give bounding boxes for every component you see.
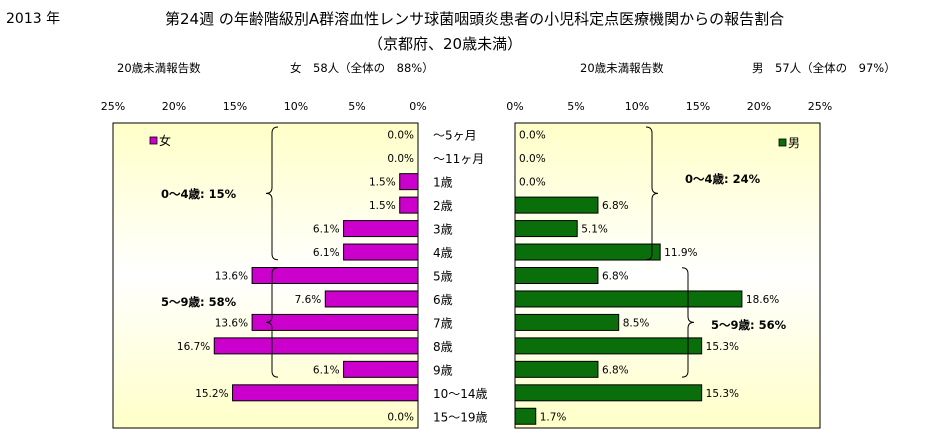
male-axis-tick-label: 25%: [808, 100, 832, 113]
male-5-9-brace: [681, 267, 695, 378]
female-legend-swatch: [149, 136, 158, 145]
female-data-label: 0.0%: [387, 411, 414, 423]
female-axis-tick-label: 15%: [223, 100, 247, 113]
female-0-4-brace: [265, 126, 279, 261]
female-data-label: 1.5%: [369, 200, 396, 212]
male-bar: [514, 220, 578, 238]
category-label: 9歳: [433, 363, 453, 377]
female-data-label: 6.1%: [313, 364, 340, 376]
male-data-label: 11.9%: [664, 247, 697, 259]
category-label: 3歳: [433, 223, 453, 237]
female-bar: [251, 313, 419, 331]
female-bar: [343, 243, 419, 261]
male-axis-tick-label: 20%: [747, 100, 771, 113]
female-axis-tick-label: 0%: [409, 100, 426, 113]
female-axis-tick-label: 25%: [101, 100, 125, 113]
female-bar: [343, 360, 419, 378]
male-bar: [514, 337, 703, 355]
male-data-label: 0.0%: [519, 153, 546, 165]
category-label: 15～19歳: [433, 410, 488, 424]
female-data-label: 15.2%: [195, 388, 228, 400]
male-data-label: 1.7%: [540, 411, 567, 423]
male-data-label: 6.8%: [602, 364, 629, 376]
female-data-label: 16.7%: [177, 341, 210, 353]
category-label: 10～14歳: [433, 387, 488, 401]
male-legend-swatch: [778, 138, 787, 147]
male-5-9-annotation: 5～9歳: 56%: [711, 318, 787, 332]
male-data-label: 5.1%: [581, 224, 608, 236]
male-data-label: 15.3%: [706, 388, 739, 400]
female-bar: [343, 220, 419, 238]
male-data-label: 8.5%: [623, 317, 650, 329]
male-data-label: 0.0%: [519, 130, 546, 142]
female-bar: [232, 384, 419, 402]
female-5-9-brace: [265, 267, 279, 378]
male-count-label: 20歳未満報告数: [580, 61, 664, 75]
category-label: 7歳: [433, 316, 453, 330]
female-count-label: 20歳未満報告数: [117, 61, 201, 75]
category-label: ～5ヶ月: [433, 129, 477, 143]
female-5-9-annotation: 5～9歳: 58%: [161, 295, 237, 309]
male-data-label: 6.8%: [602, 200, 629, 212]
male-data-label: 18.6%: [746, 294, 779, 306]
male-axis-tick-label: 10%: [625, 100, 649, 113]
male-axis-tick-label: 0%: [506, 100, 523, 113]
category-label: 2歳: [433, 199, 453, 213]
chart-subtitle: （京都府、20歳未満）: [368, 35, 523, 53]
female-data-label: 0.0%: [387, 130, 414, 142]
male-0-4-brace: [645, 126, 659, 261]
male-total: 男 57人（全体の 97%）: [752, 61, 896, 75]
female-data-label: 7.6%: [295, 294, 322, 306]
male-bar: [514, 313, 620, 331]
male-data-label: 6.8%: [602, 271, 629, 283]
female-data-label: 1.5%: [369, 177, 396, 189]
category-label: 5歳: [433, 270, 453, 284]
female-axis-tick-label: 5%: [348, 100, 365, 113]
male-bar: [514, 267, 599, 284]
male-data-label: 0.0%: [519, 177, 546, 189]
category-label: 6歳: [433, 293, 453, 307]
female-0-4-annotation: 0～4歳: 15%: [161, 187, 237, 201]
category-label: 8歳: [433, 340, 453, 354]
category-label: 4歳: [433, 246, 453, 260]
female-total: 女 58人（全体の 88%）: [290, 61, 434, 75]
male-legend-label: 男: [788, 136, 800, 150]
female-bar: [399, 173, 419, 191]
female-data-label: 6.1%: [313, 224, 340, 236]
female-bar: [251, 267, 419, 284]
female-data-label: 13.6%: [215, 317, 248, 329]
year-label: 2013 年: [6, 11, 61, 27]
female-bar: [324, 290, 419, 308]
female-data-label: 13.6%: [215, 271, 248, 283]
male-bar: [514, 407, 537, 425]
female-bar: [213, 337, 419, 355]
female-axis-tick-label: 10%: [284, 100, 308, 113]
male-0-4-annotation: 0～4歳: 24%: [685, 172, 761, 186]
female-bar: [399, 196, 419, 214]
male-bar: [514, 243, 661, 261]
female-legend-label: 女: [159, 133, 171, 148]
chart-title: 第24週 の年齢階級別A群溶血性レンサ球菌咽頭炎患者の小児科定点医療機関からの報…: [165, 10, 785, 28]
male-axis-tick-label: 15%: [686, 100, 710, 113]
male-data-label: 15.3%: [706, 341, 739, 353]
category-label: 1歳: [433, 176, 453, 190]
male-axis-tick-label: 5%: [567, 100, 584, 113]
female-data-label: 0.0%: [387, 153, 414, 165]
category-label: ～11ヶ月: [433, 152, 484, 166]
male-bar: [514, 360, 599, 378]
male-bar: [514, 196, 599, 214]
male-bar: [514, 384, 703, 402]
female-data-label: 6.1%: [313, 247, 340, 259]
male-bar: [514, 290, 743, 308]
female-axis-tick-label: 20%: [162, 100, 186, 113]
